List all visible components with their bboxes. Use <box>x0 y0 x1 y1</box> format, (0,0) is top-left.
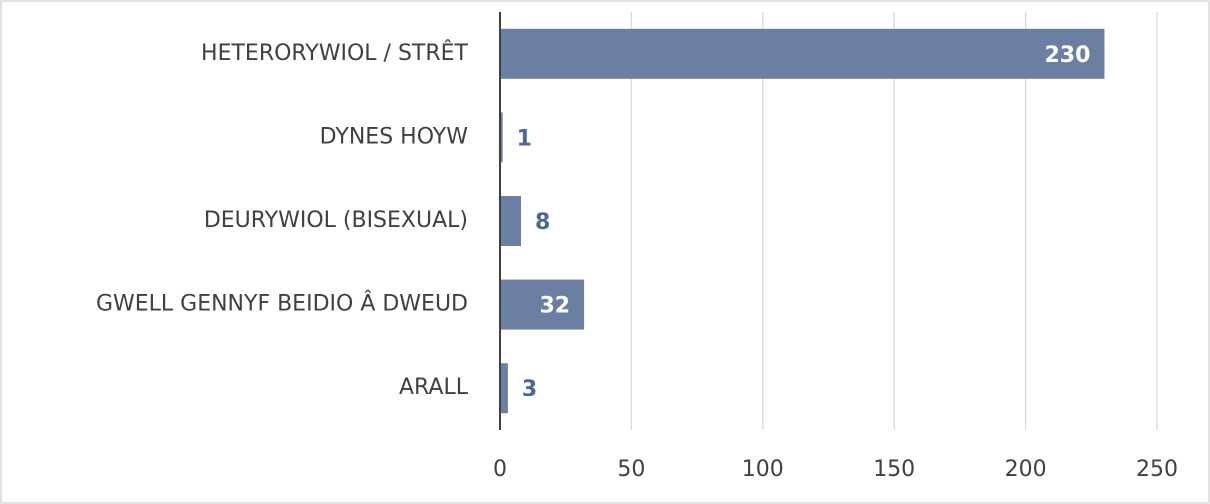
bar <box>500 363 508 414</box>
x-tick-label: 50 <box>617 457 645 482</box>
data-label: 3 <box>522 377 537 402</box>
data-label: 1 <box>517 126 532 151</box>
y-tick-label: DEURYWIOL (BISEXUAL) <box>204 208 468 233</box>
y-tick-label: HETERORYWIOL / STRÊT <box>201 40 469 66</box>
data-label: 8 <box>535 210 550 235</box>
x-tick-label: 0 <box>493 457 507 482</box>
y-tick-label: GWELL GENNYF BEIDIO Â DWEUD <box>96 291 468 317</box>
bar <box>500 112 503 163</box>
x-tick-label: 200 <box>1005 457 1047 482</box>
data-label: 230 <box>1045 43 1091 68</box>
y-tick-label: ARALL <box>399 375 469 400</box>
bar <box>500 28 1105 79</box>
x-tick-label: 150 <box>873 457 915 482</box>
bar <box>500 279 585 330</box>
data-label: 32 <box>539 294 570 319</box>
bar <box>500 196 522 246</box>
y-tick-label: DYNES HOYW <box>320 124 469 149</box>
x-tick-label: 250 <box>1136 457 1178 482</box>
x-tick-label: 100 <box>742 457 784 482</box>
